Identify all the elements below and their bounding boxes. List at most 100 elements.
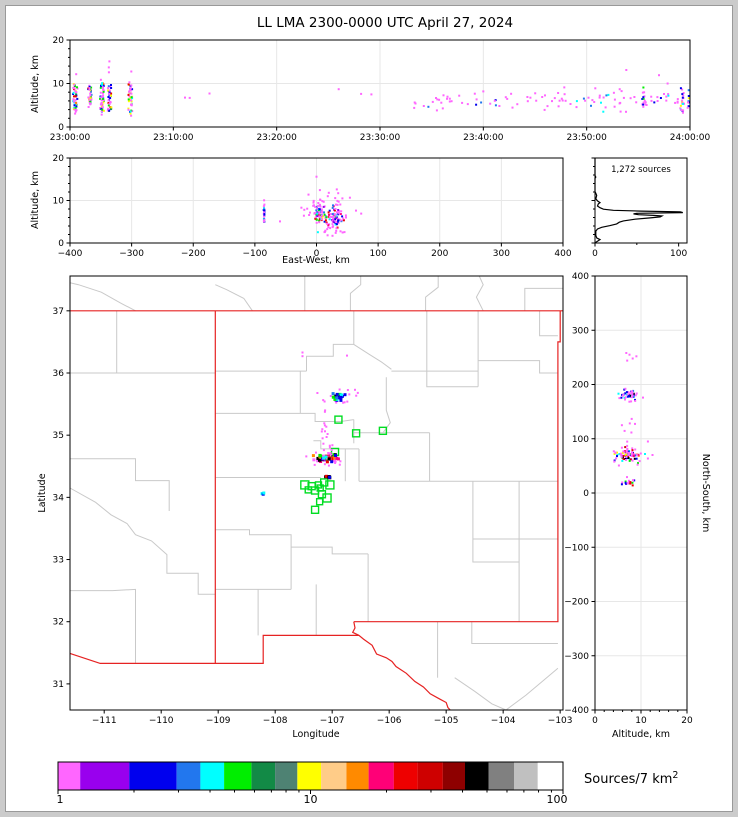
source-point (634, 399, 637, 402)
tick-label: 35 (53, 431, 64, 441)
source-point (442, 94, 445, 97)
source-point (327, 211, 330, 214)
source-point (318, 212, 321, 215)
source-point (626, 476, 628, 479)
source-point (650, 99, 653, 102)
source-point (326, 433, 329, 435)
source-point (110, 107, 113, 110)
source-point (626, 393, 629, 396)
source-point (620, 396, 623, 399)
tick-label: −200 (564, 598, 589, 608)
source-point (315, 207, 318, 210)
source-point (324, 455, 328, 459)
source-point (621, 459, 624, 462)
source-point (108, 92, 111, 95)
source-point (328, 215, 331, 218)
tick-label: 20 (681, 716, 693, 726)
source-point (612, 91, 615, 94)
source-point (308, 214, 311, 216)
source-point (329, 227, 332, 230)
source-point (461, 101, 464, 104)
source-point (321, 200, 324, 203)
source-point (110, 87, 113, 89)
source-point (628, 479, 630, 482)
source-point (659, 97, 662, 99)
source-point (318, 203, 321, 206)
source-point (642, 96, 645, 99)
tick-label: 10 (53, 80, 65, 90)
source-point (625, 352, 628, 354)
source-point (110, 84, 112, 86)
source-point (314, 205, 317, 208)
source-point (618, 88, 621, 91)
source-point (625, 110, 627, 113)
source-point (681, 88, 684, 91)
source-point (334, 218, 336, 221)
source-point (300, 206, 303, 209)
tick-label: −110 (149, 716, 174, 726)
source-point (109, 97, 112, 100)
source-point (75, 105, 78, 108)
source-point (656, 96, 659, 99)
colorbar-segment (58, 762, 81, 790)
source-point (74, 107, 77, 110)
source-point (321, 210, 324, 213)
source-point (561, 99, 564, 102)
state-border-line (69, 634, 359, 664)
source-point (130, 96, 133, 99)
source-point (335, 229, 338, 232)
source-point (74, 95, 77, 98)
source-point (569, 103, 572, 105)
source-point (446, 95, 449, 98)
source-point (341, 231, 344, 234)
tick-label: 36 (53, 369, 65, 379)
colorbar-label-base: Sources/7 km (584, 772, 672, 787)
source-point (325, 460, 329, 464)
source-point (338, 463, 341, 466)
lma-station-marker (351, 429, 361, 438)
source-point (321, 437, 324, 440)
source-point (128, 95, 131, 98)
source-point (131, 88, 134, 91)
tick-label: 0 (58, 239, 64, 249)
source-point (88, 102, 91, 105)
source-point (73, 89, 76, 92)
source-point (634, 422, 636, 425)
colorbar-segment (80, 762, 130, 790)
source-point (621, 481, 624, 484)
source-point (516, 103, 519, 106)
source-point (322, 442, 325, 445)
source-point (337, 222, 340, 225)
source-point (334, 454, 338, 457)
source-point (332, 217, 335, 220)
colorbar-segment (321, 762, 347, 790)
source-point (320, 208, 323, 211)
source-point (626, 359, 629, 362)
source-point (639, 452, 642, 455)
source-point (631, 449, 634, 452)
source-point (327, 454, 331, 458)
source-point (644, 101, 647, 104)
source-point (625, 482, 628, 485)
source-count-annotation: 1,272 sources (611, 165, 671, 175)
source-point (620, 455, 623, 458)
source-point (316, 212, 319, 215)
source-point (348, 196, 351, 199)
tick-label: −109 (206, 716, 231, 726)
source-point (108, 90, 111, 93)
tick-label: −100 (564, 543, 589, 553)
source-point (107, 107, 110, 110)
source-point (315, 213, 318, 216)
source-point (100, 96, 103, 99)
source-point (628, 422, 631, 425)
source-point (335, 217, 338, 219)
source-point (106, 109, 109, 112)
source-point (526, 96, 529, 98)
source-point (108, 89, 111, 92)
source-point (643, 95, 646, 98)
source-point (335, 392, 339, 396)
source-point (342, 401, 345, 404)
tick-label: 0 (592, 716, 598, 726)
source-point (625, 456, 628, 458)
source-point (315, 221, 318, 224)
